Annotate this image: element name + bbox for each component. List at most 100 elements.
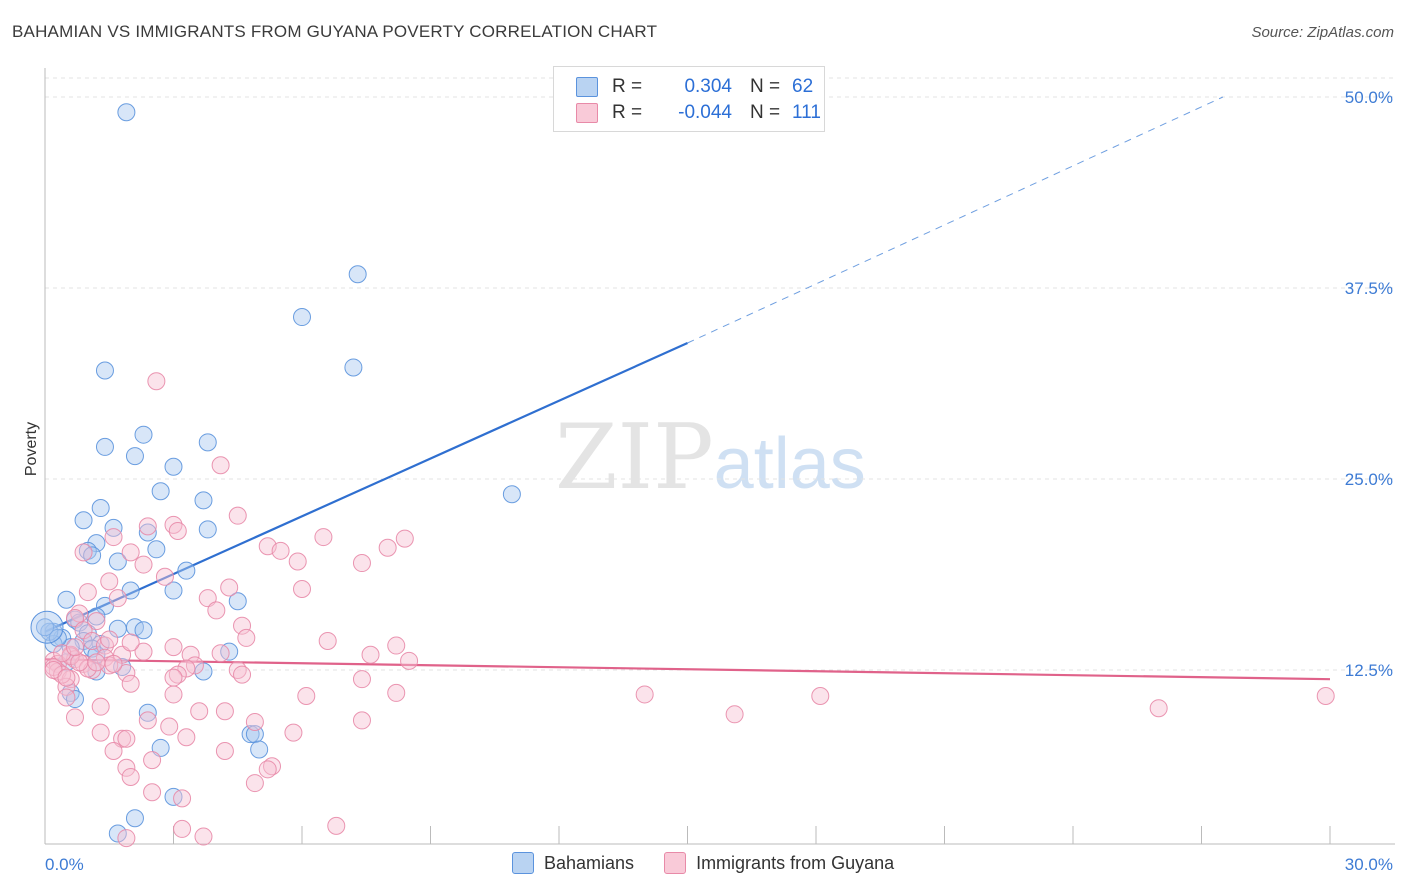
guyana-point — [65, 638, 84, 657]
bahamians-point — [117, 103, 136, 122]
legend-item-guyana[interactable]: Immigrants from Guyana — [664, 852, 894, 874]
x-tick-label: 0.0% — [45, 855, 84, 874]
guyana-point — [318, 631, 337, 650]
y-tick-label: 12.5% — [1345, 661, 1393, 680]
bahamians-point — [241, 725, 260, 744]
guyana-point — [190, 702, 209, 721]
bahamians-trend-extension — [687, 96, 1224, 344]
bahamians-point — [293, 308, 311, 327]
bahamians-point — [108, 824, 127, 843]
guyana-point — [117, 829, 136, 848]
guyana-point — [100, 572, 119, 591]
guyana-point — [387, 683, 406, 702]
tick-labels: 12.5% 25.0% 37.5% 50.0% 0.0% 30.0% — [45, 88, 1393, 874]
n-label: N = — [750, 102, 781, 123]
guyana-point — [155, 567, 174, 586]
guyana-point — [387, 636, 406, 655]
guyana-point — [104, 528, 123, 547]
guyana-point — [104, 654, 123, 673]
guyana-point — [237, 628, 256, 647]
bahamians-point — [95, 361, 114, 380]
guyana-point — [57, 688, 76, 707]
guyana-point — [233, 616, 252, 635]
bahamians-point — [250, 740, 269, 759]
guyana-point — [1149, 699, 1168, 718]
guyana-point — [258, 760, 277, 779]
legend-row-bahamians: R = 0.304 N = 62 — [576, 74, 813, 100]
n-value: 62 — [792, 76, 814, 97]
y-tick-label: 50.0% — [1345, 88, 1393, 107]
watermark-atlas: atlas — [713, 424, 866, 504]
x-tick-label: 30.0% — [1345, 855, 1393, 874]
bahamians-point — [151, 482, 170, 501]
guyana-point — [65, 708, 84, 727]
guyana-point — [113, 729, 132, 748]
guyana-point — [288, 552, 307, 571]
guyana-point — [121, 633, 140, 652]
bahamians-trend-line — [44, 342, 688, 633]
guyana-point — [134, 642, 153, 661]
guyana-point — [181, 645, 200, 664]
guyana-point — [177, 728, 196, 747]
watermark-zip: ZIP — [555, 405, 714, 510]
guyana-point — [811, 686, 830, 705]
bahamians-point — [194, 491, 213, 510]
guyana-point — [160, 717, 179, 736]
guyana-point — [78, 583, 97, 602]
bahamians-point — [134, 425, 153, 444]
gridlines — [45, 77, 1395, 671]
guyana-point — [117, 758, 136, 777]
stats-legend: R = 0.304 N = 62 R = -0.044 N = 111 — [553, 66, 825, 132]
bahamians-point — [134, 621, 153, 640]
guyana-point — [245, 774, 264, 793]
source-label: Source: ZipAtlas.com — [1251, 24, 1394, 41]
guyana-point — [220, 578, 239, 597]
guyana-point — [284, 723, 303, 742]
guyana-point — [378, 538, 397, 557]
legend-row-guyana: R = -0.044 N = 111 — [576, 100, 821, 126]
guyana-point — [327, 816, 346, 835]
legend-item-bahamians[interactable]: Bahamians — [512, 852, 634, 874]
bahamians-point — [147, 540, 166, 559]
guyana-point — [207, 601, 226, 620]
y-axis-label: Poverty — [23, 421, 40, 477]
guyana-point — [117, 664, 136, 683]
guyana-point — [121, 543, 140, 562]
bahamians-point — [164, 457, 183, 476]
guyana-point — [245, 712, 264, 731]
guyana-point — [104, 741, 123, 760]
guyana-point — [233, 665, 252, 684]
guyana-point — [100, 630, 119, 649]
watermark: ZIPatlas — [555, 405, 866, 510]
data-points — [30, 103, 1335, 848]
guyana-point — [352, 670, 371, 689]
guyana-point — [352, 554, 371, 573]
bahamians-point — [138, 523, 157, 542]
bahamians-point — [91, 499, 110, 518]
guyana-point — [198, 589, 217, 608]
guyana-point — [395, 529, 414, 548]
guyana-point — [138, 517, 157, 536]
guyana-point — [271, 541, 290, 560]
guyana-point — [725, 705, 744, 724]
bahamians-point — [95, 437, 114, 456]
guyana-point — [635, 685, 654, 704]
guyana-point — [87, 612, 106, 631]
bahamians-point — [125, 809, 144, 828]
bahamians-point — [151, 738, 170, 757]
guyana-point — [297, 686, 316, 705]
bahamians-point — [87, 607, 106, 626]
r-label: R = — [612, 76, 643, 97]
guyana-point — [293, 580, 311, 599]
guyana-point — [87, 653, 106, 672]
bahamians-point — [104, 518, 123, 537]
guyana-point — [173, 789, 192, 808]
bahamians-point — [30, 610, 64, 644]
guyana-point — [314, 528, 333, 547]
bahamians-point — [228, 592, 247, 611]
r-label: R = — [612, 102, 643, 123]
guyana-point — [211, 456, 230, 475]
bahamians-point — [108, 552, 127, 571]
legend-label-bahamians: Bahamians — [544, 852, 635, 873]
